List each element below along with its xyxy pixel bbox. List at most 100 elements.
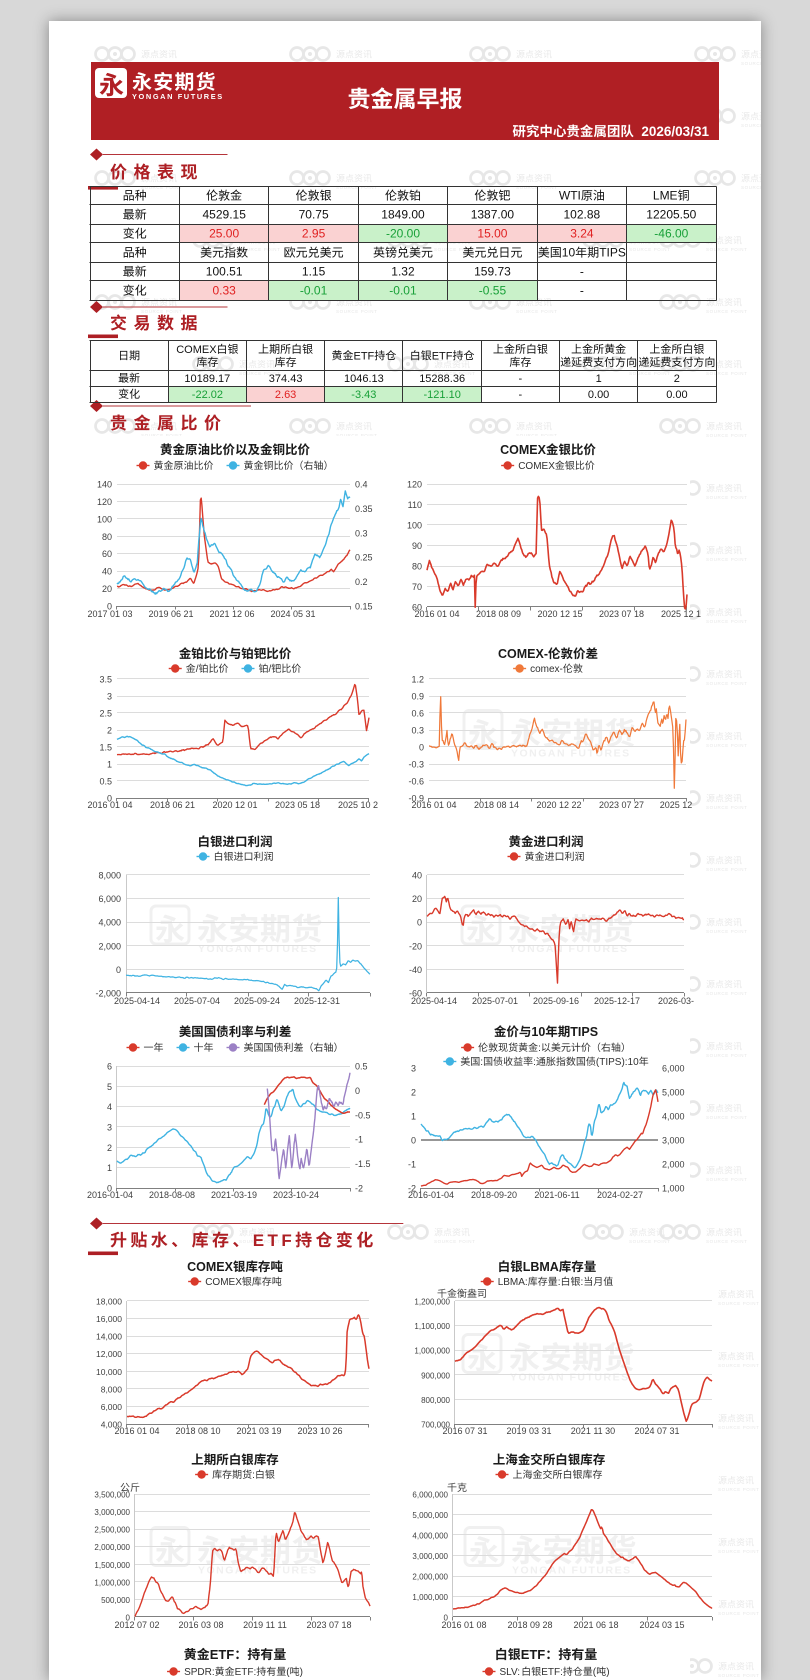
svg-text:-0.3: -0.3 bbox=[408, 760, 424, 770]
svg-text:-2,000: -2,000 bbox=[95, 989, 121, 999]
svg-text:2012 07 02: 2012 07 02 bbox=[114, 1620, 159, 1630]
svg-text:-: - bbox=[519, 389, 523, 401]
svg-text:2016 01 08: 2016 01 08 bbox=[441, 1620, 486, 1630]
svg-text:1,000,000: 1,000,000 bbox=[94, 1578, 130, 1587]
svg-text:(: ( bbox=[593, 1667, 597, 1678]
svg-text:374.43: 374.43 bbox=[269, 373, 303, 385]
svg-text:LBMA:: LBMA: bbox=[498, 1277, 528, 1288]
svg-text:1: 1 bbox=[107, 760, 112, 770]
svg-text:2023 10 26: 2023 10 26 bbox=[297, 1426, 342, 1436]
svg-text:ETF: ETF bbox=[432, 350, 453, 362]
svg-text:1.2: 1.2 bbox=[411, 675, 424, 685]
svg-text:102.88: 102.88 bbox=[564, 208, 601, 222]
svg-text:0.33: 0.33 bbox=[213, 284, 237, 298]
svg-text:2025-04-14: 2025-04-14 bbox=[114, 996, 160, 1006]
svg-text:2025-09-24: 2025-09-24 bbox=[234, 996, 280, 1006]
svg-text:2024 05 31: 2024 05 31 bbox=[270, 609, 315, 619]
svg-text:3.5: 3.5 bbox=[99, 675, 112, 685]
svg-text:2018-09-20: 2018-09-20 bbox=[471, 1190, 517, 1200]
svg-text:0: 0 bbox=[107, 602, 112, 612]
svg-text:100.51: 100.51 bbox=[206, 265, 243, 279]
svg-text:-0.9: -0.9 bbox=[408, 794, 424, 804]
svg-text:2020 12 22: 2020 12 22 bbox=[536, 800, 581, 810]
svg-text:0.35: 0.35 bbox=[355, 504, 373, 514]
svg-text:2016 01 04: 2016 01 04 bbox=[87, 800, 132, 810]
svg-text:3,500,000: 3,500,000 bbox=[94, 1491, 130, 1500]
svg-text:-1: -1 bbox=[408, 1160, 416, 1170]
svg-text:1387.00: 1387.00 bbox=[471, 208, 515, 222]
svg-text:140: 140 bbox=[97, 480, 112, 490]
svg-text:COMEX: COMEX bbox=[205, 1277, 242, 1288]
svg-text:ETF: ETF bbox=[253, 1231, 295, 1250]
svg-text:1,000: 1,000 bbox=[662, 1184, 685, 1194]
svg-text:2018 08 14: 2018 08 14 bbox=[474, 800, 519, 810]
svg-text:2,000,000: 2,000,000 bbox=[94, 1543, 130, 1552]
svg-text:COMEX: COMEX bbox=[518, 461, 555, 472]
svg-text:-46.00: -46.00 bbox=[654, 227, 688, 241]
svg-text:4529.15: 4529.15 bbox=[203, 208, 247, 222]
svg-text:2018 08 09: 2018 08 09 bbox=[476, 609, 521, 619]
svg-text:2024 07 31: 2024 07 31 bbox=[634, 1426, 679, 1436]
svg-text:2024 03 15: 2024 03 15 bbox=[639, 1620, 684, 1630]
svg-text:2018-08-08: 2018-08-08 bbox=[149, 1190, 195, 1200]
svg-text:15.00: 15.00 bbox=[477, 227, 507, 241]
svg-text:2021-06-11: 2021-06-11 bbox=[534, 1190, 579, 1200]
svg-text:(TIPS):10: (TIPS):10 bbox=[596, 1057, 639, 1068]
svg-text:2: 2 bbox=[674, 373, 680, 385]
svg-text:): ) bbox=[300, 1667, 303, 1678]
svg-text:-2: -2 bbox=[355, 1184, 363, 1194]
svg-text:SPDR:: SPDR: bbox=[184, 1667, 215, 1678]
svg-text:1.32: 1.32 bbox=[391, 265, 415, 279]
svg-text:90: 90 bbox=[412, 541, 422, 551]
svg-text:0.3: 0.3 bbox=[411, 726, 424, 736]
svg-text:4,000,000: 4,000,000 bbox=[412, 1532, 448, 1541]
svg-text::: : bbox=[581, 1277, 584, 1288]
svg-text:18,000: 18,000 bbox=[96, 1297, 122, 1307]
svg-text:YONGAN FUTURES: YONGAN FUTURES bbox=[132, 92, 224, 101]
svg-text:2020 12 15: 2020 12 15 bbox=[537, 609, 582, 619]
svg-text:2,000: 2,000 bbox=[662, 1160, 685, 1170]
svg-text:-0.01: -0.01 bbox=[300, 284, 328, 298]
svg-text:3.24: 3.24 bbox=[570, 227, 594, 241]
svg-text:0: 0 bbox=[107, 794, 112, 804]
svg-text:TIPS: TIPS bbox=[570, 1025, 598, 1039]
svg-text:2025 12 1: 2025 12 1 bbox=[661, 609, 701, 619]
svg-text:5,000: 5,000 bbox=[662, 1088, 685, 1098]
svg-text:TIPS: TIPS bbox=[599, 246, 626, 260]
svg-text:ETF:: ETF: bbox=[541, 1667, 563, 1678]
svg-text:COMEX: COMEX bbox=[176, 344, 217, 356]
svg-text:8,000: 8,000 bbox=[98, 871, 121, 881]
svg-text:COMEX: COMEX bbox=[500, 443, 546, 457]
svg-text:3: 3 bbox=[411, 1064, 416, 1074]
svg-text:/: / bbox=[269, 664, 272, 675]
svg-text:700,000: 700,000 bbox=[421, 1421, 450, 1430]
svg-text:-22.02: -22.02 bbox=[192, 389, 223, 401]
svg-text:800,000: 800,000 bbox=[421, 1396, 450, 1405]
svg-text:-3.43: -3.43 bbox=[351, 389, 376, 401]
svg-text:2024-02-27: 2024-02-27 bbox=[597, 1190, 643, 1200]
svg-text:4,000: 4,000 bbox=[662, 1112, 685, 1122]
svg-text:900,000: 900,000 bbox=[421, 1371, 450, 1380]
svg-text::: : bbox=[252, 1470, 255, 1481]
svg-text:2,000,000: 2,000,000 bbox=[412, 1573, 448, 1582]
svg-text:2025 12: 2025 12 bbox=[660, 800, 693, 810]
svg-text:0.15: 0.15 bbox=[355, 602, 373, 612]
svg-text:80: 80 bbox=[102, 532, 112, 542]
svg-text::: : bbox=[480, 1057, 483, 1068]
svg-text:2: 2 bbox=[411, 1088, 416, 1098]
svg-text:-: - bbox=[519, 373, 523, 385]
svg-text:2016 03 08: 2016 03 08 bbox=[178, 1620, 223, 1630]
svg-text:2023 05 18: 2023 05 18 bbox=[275, 800, 320, 810]
svg-text:2025-07-01: 2025-07-01 bbox=[472, 996, 518, 1006]
svg-text:6,000: 6,000 bbox=[101, 1402, 123, 1412]
svg-text:2: 2 bbox=[107, 726, 112, 736]
svg-text:2026-03-: 2026-03- bbox=[658, 996, 694, 1006]
svg-text:0.2: 0.2 bbox=[355, 577, 368, 587]
svg-text:100: 100 bbox=[407, 521, 422, 531]
svg-text:2,000: 2,000 bbox=[98, 941, 121, 951]
svg-text:-1.5: -1.5 bbox=[355, 1159, 371, 1169]
svg-text:1046.13: 1046.13 bbox=[344, 373, 384, 385]
svg-text:comex-: comex- bbox=[530, 664, 563, 675]
svg-text:-: - bbox=[580, 265, 584, 279]
svg-text:ETF: ETF bbox=[210, 1647, 235, 1662]
